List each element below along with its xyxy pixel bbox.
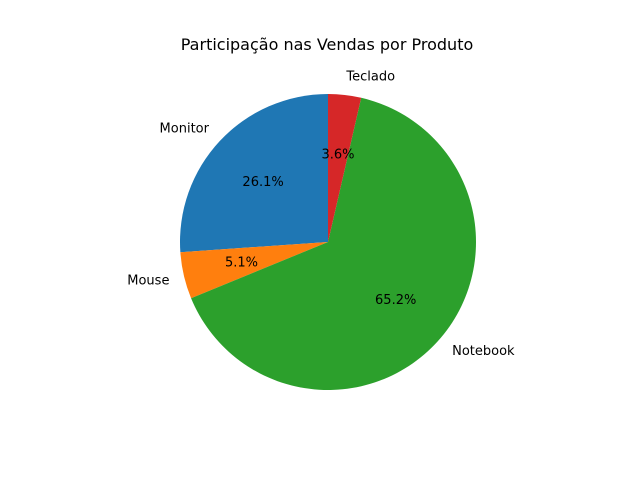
pie-slice-teclado (328, 94, 362, 242)
pie-slice-monitor (179, 94, 328, 253)
pie-slice-mouse (180, 242, 328, 299)
category-label-notebook: Notebook (452, 344, 515, 359)
percent-label-mouse: 5.1% (225, 256, 258, 271)
category-label-mouse: Mouse (127, 274, 169, 289)
pie-slice-notebook (191, 97, 477, 391)
pie-slices (179, 94, 477, 391)
category-label-teclado: Teclado (345, 69, 395, 84)
percent-label-monitor: 26.1% (242, 175, 283, 190)
category-label-monitor: Monitor (160, 121, 210, 136)
percent-label-teclado: 3.6% (322, 147, 355, 162)
pie-labels: Monitor 26.1% Mouse 5.1% Notebook 65.2% Teclad… (127, 69, 515, 358)
percent-label-notebook: 65.2% (375, 293, 416, 308)
chart-title: Participação nas Vendas por Produto (181, 35, 474, 54)
